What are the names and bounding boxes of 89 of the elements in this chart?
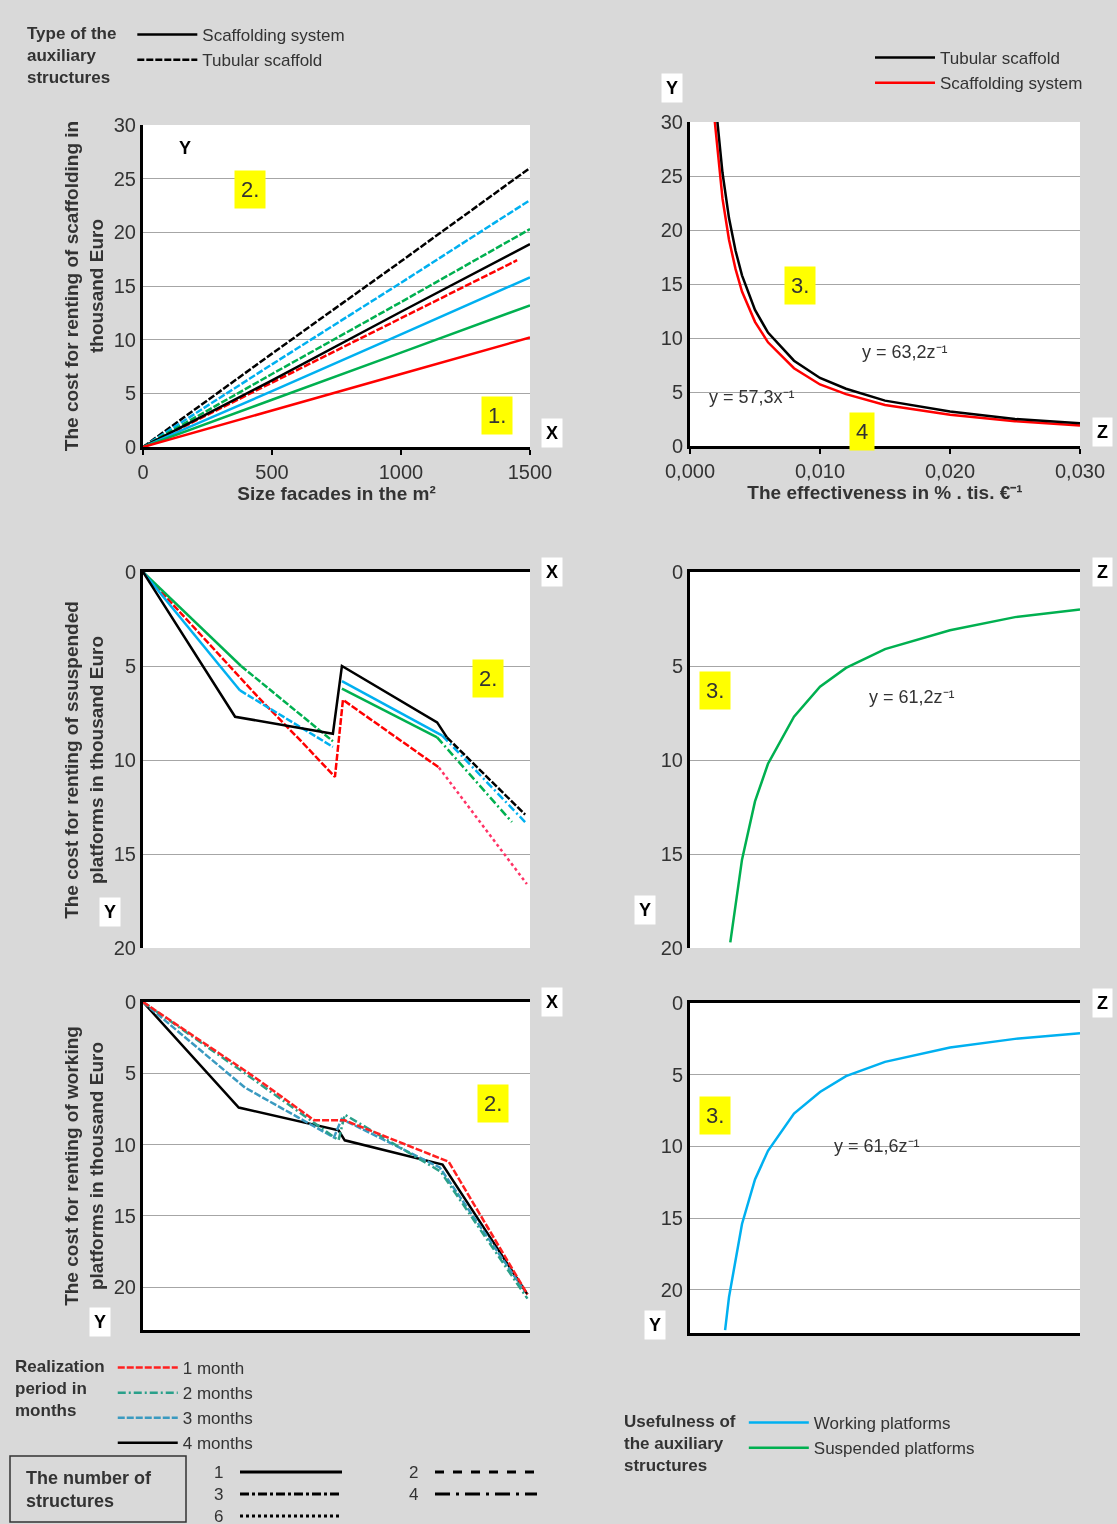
annotation: 3. [791,273,810,298]
text: Z [1097,422,1108,442]
y-tick-label: 15 [660,843,683,865]
y-axis-title: The cost for renting of scaffolding in thousand Euro [60,120,107,452]
y-tick-label: 10 [660,749,683,771]
annotation: 1. [488,403,507,428]
legend-label: Working platforms [813,1414,951,1434]
y-tick-label: 5 [671,655,683,677]
text: The number of structures [26,1468,152,1512]
y-tick-label: 10 [113,328,136,351]
text: 4 [409,1485,419,1504]
y-tick-label: 5 [124,1062,136,1085]
x-tick-label: 0,030 [1054,460,1106,482]
text: Y [94,1312,107,1332]
y-tick-label: 30 [113,114,136,136]
x-tick-label: 0,010 [794,460,846,482]
legend-title: Usefulness of the auxiliary structures [624,1412,736,1476]
y-axis-title: The cost for renting of working platforms in thousand Euro [60,1026,107,1306]
y-tick-label: 15 [113,843,136,865]
legend-label: Tubular scaffold [202,51,323,71]
text: X [546,423,559,443]
legend-title: Realization period in months [15,1357,105,1421]
y-tick-label: 0 [671,992,683,1014]
text: 6 [214,1507,224,1524]
x-tick-label: 500 [255,461,289,483]
y-tick-label: 0 [124,436,136,458]
y-tick-label: 10 [660,327,683,349]
y-tick-label: 5 [124,382,136,405]
annotation: 3. [706,1103,725,1128]
annotation: 3. [706,678,725,703]
y-tick-label: 0 [124,991,136,1013]
y-tick-label: 10 [113,1133,136,1156]
y-tick-label: 10 [113,749,136,771]
text: 1 [214,1463,224,1482]
x-tick-label: 0,020 [924,460,976,482]
y-tick-label: 10 [660,1135,683,1158]
text: X [546,562,559,582]
y-tick-label: 20 [660,219,683,241]
text: Y [639,900,652,920]
text: Y [666,78,679,98]
y-tick-label: 20 [113,937,136,959]
y-tick-label: 15 [113,1204,136,1227]
annotation: 2. [241,177,260,202]
text: Y [649,1315,662,1335]
text: 2 [409,1463,419,1482]
legend-label: 1 month [182,1359,245,1379]
y-tick-label: 5 [671,1063,683,1086]
annotation: 2. [484,1091,503,1116]
x-axis-title: Size facades in the m² [237,483,436,504]
text: Z [1097,993,1108,1013]
text: Z [1097,562,1108,582]
y-tick-label: 15 [113,275,136,297]
y-tick-label: 20 [660,937,683,959]
annotation: y = 61,6z⁻¹ [834,1136,920,1156]
annotation: 4 [856,419,869,444]
y-tick-label: 0 [671,561,683,583]
y-tick-label: 15 [660,1207,683,1230]
y-tick-label: 15 [660,273,683,295]
annotation: Y [179,138,192,158]
annotation: y = 61,2z⁻¹ [869,687,955,707]
annotation: y = 63,2z⁻¹ [862,342,948,362]
y-tick-label: 20 [113,1276,136,1299]
legend-label: 3 months [182,1409,253,1429]
y-tick-label: 30 [660,111,683,133]
annotation: y = 57,3x⁻¹ [709,387,795,407]
y-tick-label: 5 [671,381,683,403]
y-tick-label: 20 [113,221,136,244]
legend-label: Tubular scaffold [940,49,1061,69]
y-tick-label: 25 [113,167,136,190]
legend-label: 2 months [182,1384,253,1404]
y-tick-label: 25 [660,165,683,187]
x-axis-title: The effectiveness in % . tis. €⁻¹ [747,482,1023,503]
text: 3 [214,1485,224,1504]
x-tick-label: 1500 [507,461,553,483]
line-series [729,608,1080,944]
y-tick-label: 5 [124,655,136,677]
legend-title: Type of the auxiliary structures [27,24,117,88]
legend-label: Suspended platforms [813,1439,975,1459]
x-tick-label: 1000 [378,461,424,483]
y-tick-label: 0 [671,435,683,457]
text: X [546,992,559,1012]
legend-label: Scaffolding system [202,26,345,46]
legend-label: 4 months [182,1434,253,1454]
annotation: 2. [479,666,498,691]
legend-label: Scaffolding system [940,74,1083,94]
y-tick-label: 0 [124,561,136,583]
x-tick-label: 0,000 [664,460,716,482]
line-series [723,1031,1080,1332]
y-tick-label: 20 [660,1278,683,1301]
